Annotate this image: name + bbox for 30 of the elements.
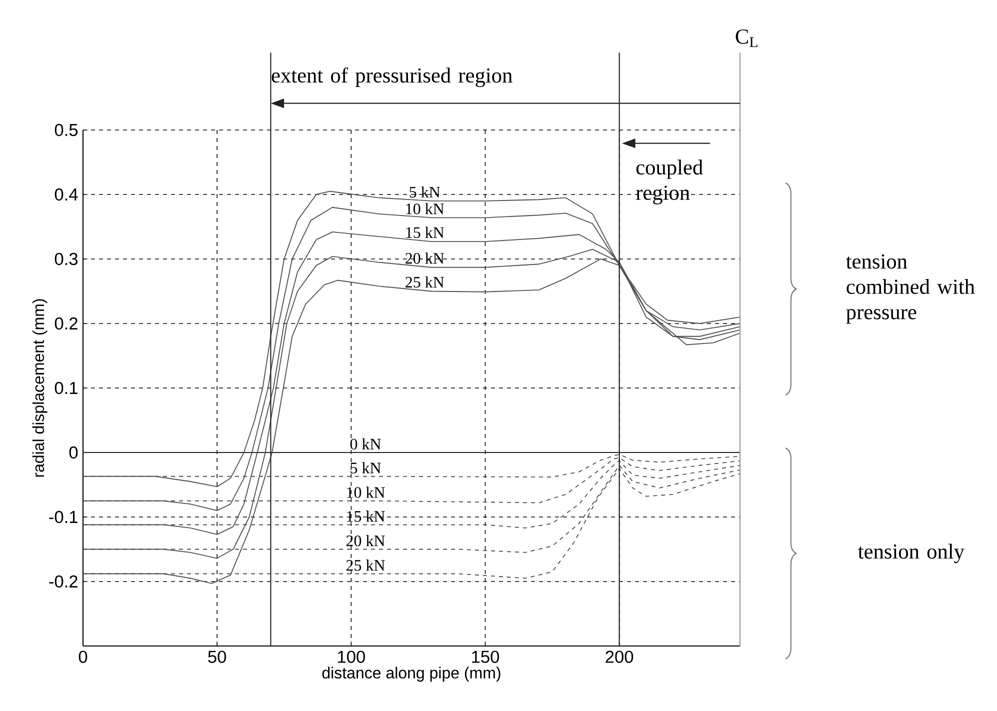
series-label: 15 kN <box>347 510 385 522</box>
y-tick-label: 0 <box>69 446 78 459</box>
x-axis-title: distance along pipe (mm) <box>322 666 500 682</box>
x-tick-label: 100 <box>338 650 365 663</box>
text: tension combined with pressure <box>846 254 975 324</box>
ref-line-label: coupled region <box>636 160 703 204</box>
y-tick-label: 0.5 <box>54 124 78 136</box>
y-tick-label: -0.1 <box>49 510 78 524</box>
y-axis-title: radial displacement (mm) <box>32 299 48 477</box>
y-tick-label: 0.1 <box>54 382 78 394</box>
series-label: 25 kN <box>406 276 444 288</box>
ref-line-label: extent of pressurised region <box>272 67 512 88</box>
series-label: 15 kN <box>406 226 444 238</box>
x-tick-label: 50 <box>208 650 226 663</box>
x-tick-label: 0 <box>78 650 88 663</box>
series-label: 25 kN <box>346 560 385 571</box>
text: tension only <box>858 544 964 564</box>
x-tick-label: 150 <box>472 650 500 663</box>
series-label: 10 kN <box>347 486 385 498</box>
series-label: 5 kN <box>350 462 381 474</box>
series-label: 20 kN <box>406 252 444 264</box>
series-label: 5 kN <box>410 186 440 198</box>
x-tick-label: 200 <box>606 650 634 663</box>
y-tick-label: -0.2 <box>49 575 78 588</box>
series-label: 20 kN <box>346 535 385 546</box>
y-tick-label: 0.3 <box>54 252 78 266</box>
y-tick-label: 0.2 <box>54 317 78 330</box>
ref-line-label: C$_{L}$ <box>736 29 758 48</box>
y-tick-label: 0.4 <box>54 188 78 201</box>
series-label: 10 kN <box>406 203 444 214</box>
